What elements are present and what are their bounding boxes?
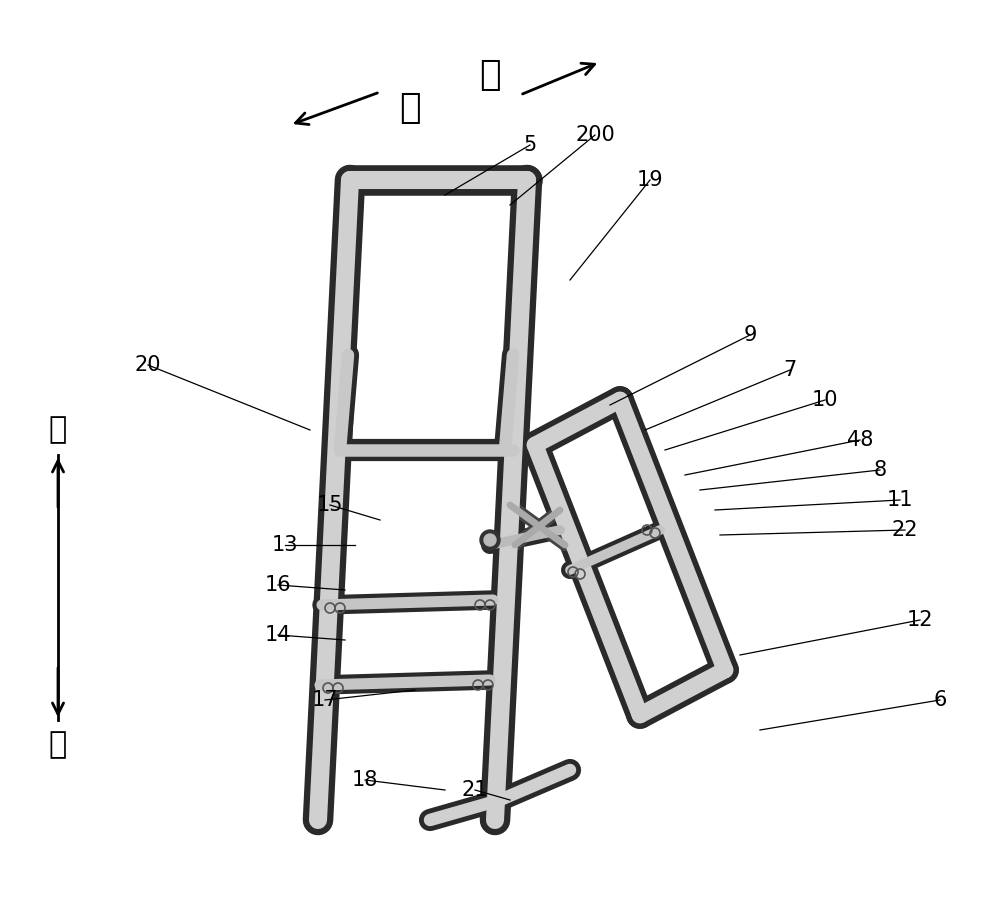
Text: 15: 15: [317, 495, 343, 515]
Circle shape: [480, 530, 500, 550]
Text: 下: 下: [49, 730, 67, 759]
Text: 7: 7: [783, 360, 797, 380]
Text: 16: 16: [265, 575, 291, 595]
Text: 8: 8: [873, 460, 887, 480]
Text: 上: 上: [49, 415, 67, 444]
Text: 14: 14: [265, 625, 291, 645]
Text: 21: 21: [462, 780, 488, 800]
Text: 200: 200: [575, 125, 615, 145]
Text: 6: 6: [933, 690, 947, 710]
Text: 5: 5: [523, 135, 537, 155]
Text: 左: 左: [479, 58, 501, 92]
Text: 19: 19: [637, 170, 663, 190]
Text: 右: 右: [399, 91, 421, 125]
Text: 12: 12: [907, 610, 933, 630]
Text: 48: 48: [847, 430, 873, 450]
Circle shape: [484, 534, 496, 546]
Text: 9: 9: [743, 325, 757, 345]
Text: 10: 10: [812, 390, 838, 410]
Text: 22: 22: [892, 520, 918, 540]
Text: 18: 18: [352, 770, 378, 790]
Text: 20: 20: [135, 355, 161, 375]
Text: 17: 17: [312, 690, 338, 710]
Text: 11: 11: [887, 490, 913, 510]
Text: 13: 13: [272, 535, 298, 555]
